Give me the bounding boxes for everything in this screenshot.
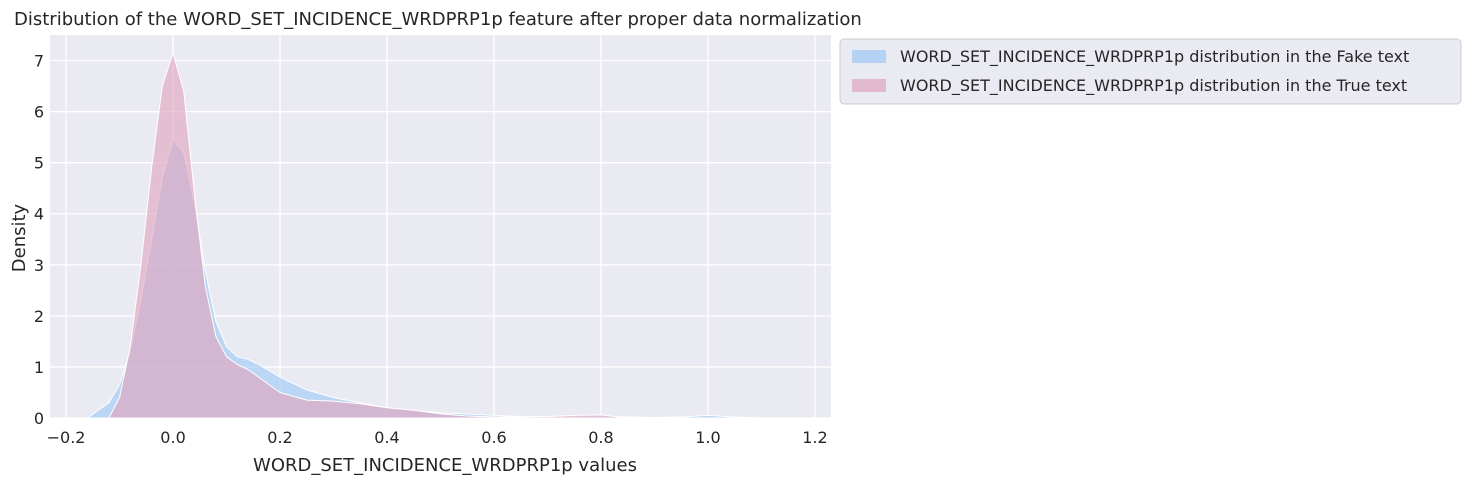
legend-swatch-true xyxy=(852,79,886,92)
x-axis-label: WORD_SET_INCIDENCE_WRDPRP1p values xyxy=(253,455,637,476)
x-tick-label: 1.0 xyxy=(695,428,720,447)
y-tick-label: 4 xyxy=(34,205,44,224)
y-axis-label: Density xyxy=(9,203,30,272)
x-tick-label: 0.8 xyxy=(588,428,613,447)
x-axis-ticks: −0.2 0.0 0.2 0.4 0.6 0.8 1.0 1.2 xyxy=(47,428,828,447)
y-tick-label: 5 xyxy=(34,154,44,173)
chart-title: Distribution of the WORD_SET_INCIDENCE_W… xyxy=(14,9,862,30)
y-tick-label: 7 xyxy=(34,52,44,71)
legend-swatch-fake xyxy=(852,50,886,63)
x-tick-label: 0.4 xyxy=(374,428,399,447)
x-tick-label: 0.0 xyxy=(160,428,185,447)
series-layer xyxy=(86,52,762,419)
y-tick-label: 3 xyxy=(34,256,44,275)
y-tick-label: 0 xyxy=(34,409,44,428)
x-tick-label: −0.2 xyxy=(47,428,86,447)
y-tick-label: 2 xyxy=(34,307,44,326)
y-axis-ticks: 0 1 2 3 4 5 6 7 xyxy=(34,52,44,428)
legend: WORD_SET_INCIDENCE_WRDPRP1p distribution… xyxy=(839,38,1462,105)
x-tick-label: 0.6 xyxy=(481,428,506,447)
density-area-true xyxy=(108,52,629,419)
legend-entry-fake: WORD_SET_INCIDENCE_WRDPRP1p distribution… xyxy=(900,47,1409,67)
legend-box xyxy=(839,38,1462,105)
x-tick-label: 0.2 xyxy=(267,428,292,447)
legend-entry-true: WORD_SET_INCIDENCE_WRDPRP1p distribution… xyxy=(900,76,1407,96)
x-tick-label: 1.2 xyxy=(802,428,827,447)
y-tick-label: 6 xyxy=(34,103,44,122)
y-tick-label: 1 xyxy=(34,358,44,377)
